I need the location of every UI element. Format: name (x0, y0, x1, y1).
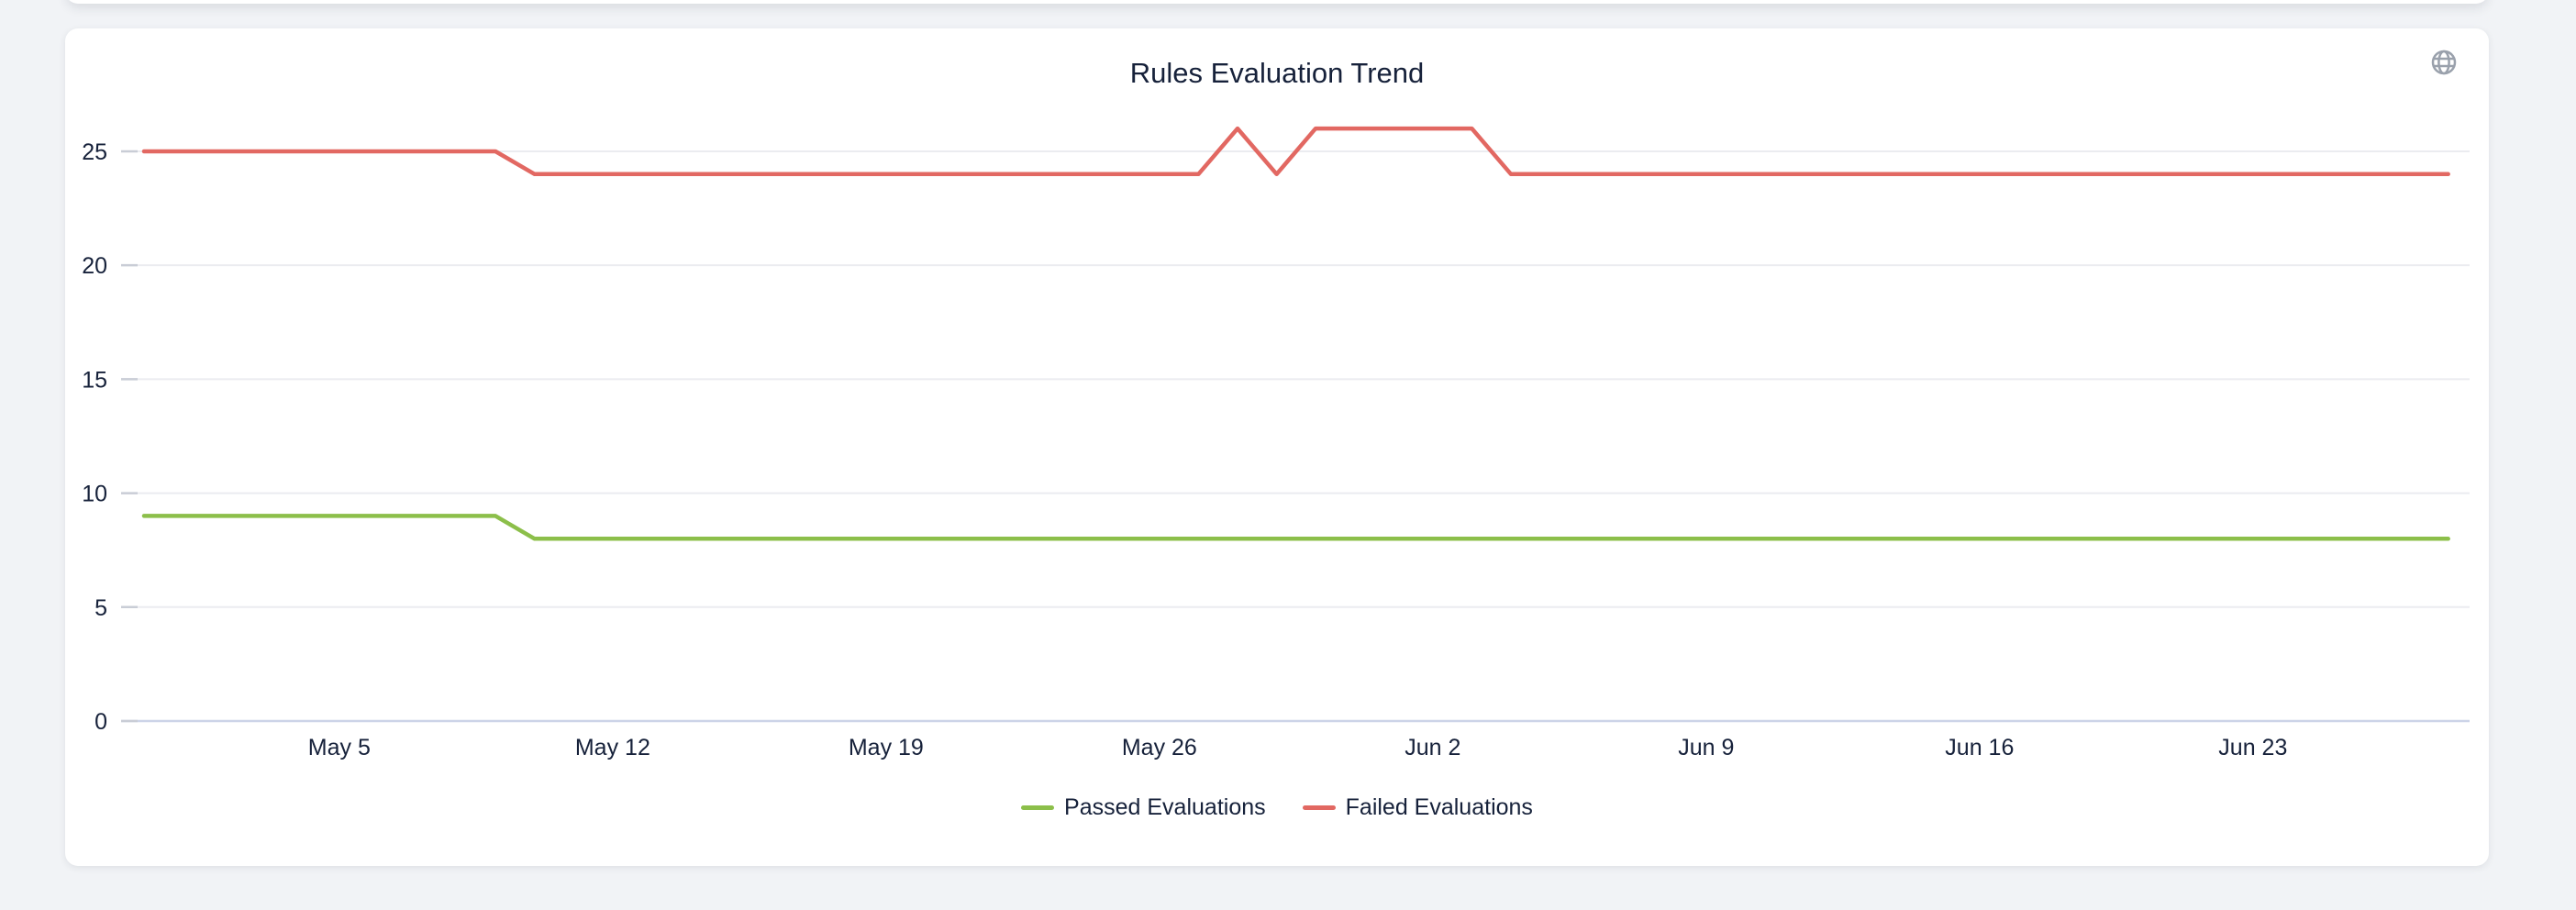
svg-text:May 12: May 12 (575, 735, 650, 760)
svg-text:0: 0 (94, 709, 107, 735)
legend-item-passed[interactable]: Passed Evaluations (1021, 794, 1266, 821)
legend-label-failed: Failed Evaluations (1345, 794, 1533, 820)
svg-text:Jun 9: Jun 9 (1678, 735, 1734, 760)
svg-text:20: 20 (82, 253, 107, 279)
svg-text:May 5: May 5 (308, 735, 371, 760)
legend-label-passed: Passed Evaluations (1064, 794, 1266, 820)
svg-text:5: 5 (94, 595, 107, 621)
previous-card-edge (65, 0, 2489, 4)
svg-text:Jun 23: Jun 23 (2218, 735, 2287, 760)
globe-icon[interactable] (2429, 48, 2459, 77)
trend-chart-plot[interactable]: 0 5 10 15 20 25 May 5 May 12 May 19 May 26 Jun 2 Ju… (65, 28, 2489, 781)
svg-text:Jun 16: Jun 16 (1945, 735, 2014, 760)
svg-text:25: 25 (82, 139, 107, 165)
svg-text:May 26: May 26 (1122, 735, 1197, 760)
svg-text:May 19: May 19 (849, 735, 924, 760)
svg-text:Jun 2: Jun 2 (1405, 735, 1460, 760)
chart-card: Rules Evaluation Trend 0 5 10 15 20 25 May 5 Ma… (65, 28, 2489, 866)
legend-item-failed[interactable]: Failed Evaluations (1302, 794, 1533, 821)
failed-series-marker (1302, 805, 1336, 810)
chart-title: Rules Evaluation Trend (1129, 57, 1425, 89)
chart-legend: Passed Evaluations Failed Evaluations (65, 794, 2489, 821)
passed-series-marker (1021, 805, 1055, 810)
svg-text:10: 10 (82, 482, 107, 507)
svg-text:15: 15 (82, 367, 107, 393)
